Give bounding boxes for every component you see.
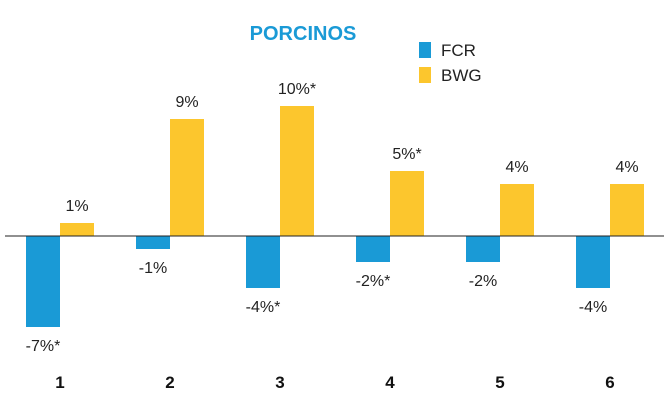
bar-fcr-3 <box>246 236 280 288</box>
x-tick-label-2: 2 <box>165 373 174 392</box>
legend-swatch-fcr <box>419 42 431 58</box>
bars <box>26 106 644 327</box>
bar-bwg-6 <box>610 184 644 236</box>
data-label-bwg-2: 9% <box>175 94 198 111</box>
data-label-bwg-4: 5%* <box>392 146 421 163</box>
legend-label-bwg: BWG <box>441 66 482 85</box>
x-tick-label-6: 6 <box>605 373 614 392</box>
data-label-bwg-5: 4% <box>505 159 528 176</box>
legend: FCR BWG <box>419 41 482 85</box>
x-tick-label-4: 4 <box>385 373 395 392</box>
data-label-fcr-1: -7%* <box>26 338 61 355</box>
x-tick-label-5: 5 <box>495 373 504 392</box>
bar-fcr-5 <box>466 236 500 262</box>
data-label-fcr-5: -2% <box>469 273 497 290</box>
data-label-fcr-6: -4% <box>579 299 607 316</box>
data-labels: -7%* 1% -1% 9% -4%* 10%* -2%* 5%* -2% 4% -4% 4% <box>26 81 639 355</box>
data-label-fcr-3: -4%* <box>246 299 281 316</box>
data-label-bwg-3: 10%* <box>278 81 316 98</box>
bar-bwg-4 <box>390 171 424 236</box>
bar-fcr-1 <box>26 236 60 327</box>
chart-title: PORCINOS <box>250 23 357 45</box>
x-tick-labels: 1 2 3 4 5 6 <box>55 373 614 392</box>
bar-fcr-4 <box>356 236 390 262</box>
x-tick-label-3: 3 <box>275 373 284 392</box>
bar-fcr-2 <box>136 236 170 249</box>
bar-bwg-5 <box>500 184 534 236</box>
data-label-bwg-1: 1% <box>65 198 88 215</box>
bar-bwg-3 <box>280 106 314 236</box>
data-label-fcr-2: -1% <box>139 260 167 277</box>
x-tick-label-1: 1 <box>55 373 64 392</box>
data-label-fcr-4: -2%* <box>356 273 391 290</box>
bar-fcr-6 <box>576 236 610 288</box>
bar-bwg-1 <box>60 223 94 236</box>
data-label-bwg-6: 4% <box>615 159 638 176</box>
legend-label-fcr: FCR <box>441 41 476 60</box>
bar-bwg-2 <box>170 119 204 236</box>
legend-swatch-bwg <box>419 67 431 83</box>
